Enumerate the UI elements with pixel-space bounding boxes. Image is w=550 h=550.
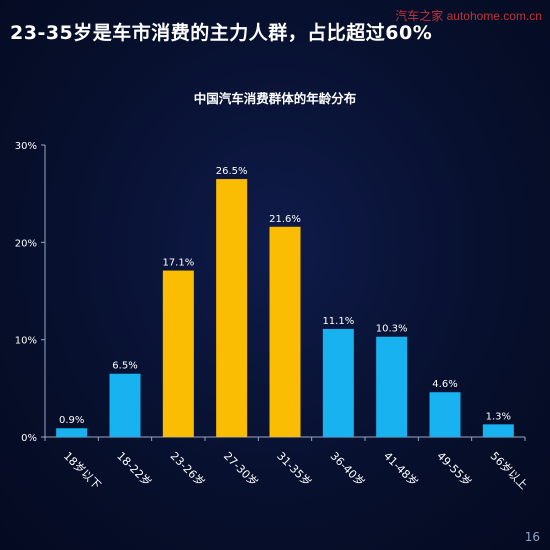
bar bbox=[269, 226, 301, 437]
bar-value-label: 4.6% bbox=[432, 379, 457, 390]
bar-value-label: 1.3% bbox=[486, 411, 511, 422]
x-category-label: 18-22岁 bbox=[114, 449, 154, 489]
x-category-label: 49-55岁 bbox=[434, 449, 474, 489]
bar-value-label: 11.1% bbox=[322, 316, 354, 327]
x-category-label: 41-48岁 bbox=[381, 449, 421, 489]
bar bbox=[56, 428, 88, 437]
x-category-label: 27-30岁 bbox=[221, 449, 261, 489]
bar bbox=[429, 392, 461, 437]
bar-value-label: 21.6% bbox=[269, 214, 301, 225]
bar bbox=[109, 373, 141, 437]
bar bbox=[482, 424, 514, 437]
page-number: 16 bbox=[524, 530, 540, 544]
page-headline: 23-35岁是车市消费的主力人群，占比超过60% bbox=[10, 22, 433, 44]
x-category-label: 23-26岁 bbox=[168, 449, 208, 489]
bar-value-label: 26.5% bbox=[216, 166, 248, 177]
bar bbox=[376, 336, 408, 437]
bar-value-label: 6.5% bbox=[112, 361, 137, 372]
watermark-logo: 汽车之家 autohome.com.cn bbox=[395, 9, 542, 23]
x-category-label: 36-40岁 bbox=[328, 449, 368, 489]
bar-value-label: 10.3% bbox=[376, 324, 408, 335]
y-tick-label: 30% bbox=[15, 141, 37, 152]
y-tick-label: 10% bbox=[15, 336, 37, 347]
x-category-label: 56岁以上 bbox=[488, 449, 531, 492]
bar-value-label: 0.9% bbox=[59, 415, 84, 426]
chart-title: 中国汽车消费群体的年龄分布 bbox=[194, 91, 357, 106]
x-category-label: 31-35岁 bbox=[274, 449, 314, 489]
y-tick-label: 0% bbox=[21, 433, 37, 444]
bar bbox=[322, 328, 354, 437]
y-tick-label: 20% bbox=[15, 238, 37, 249]
bar bbox=[216, 179, 248, 438]
bar bbox=[162, 270, 194, 437]
x-category-label: 18岁以下 bbox=[61, 449, 104, 492]
bar-value-label: 17.1% bbox=[162, 258, 194, 269]
